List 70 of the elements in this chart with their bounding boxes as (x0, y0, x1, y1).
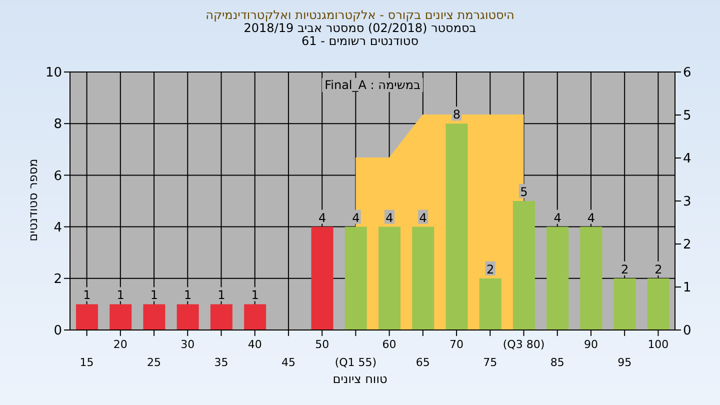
bar (614, 278, 636, 330)
bar (446, 124, 468, 330)
data-label: 2 (486, 262, 494, 276)
x-tick-label: 50 (315, 338, 330, 351)
data-label: 4 (554, 210, 562, 225)
y-axis-title: מספר סטודנטים (26, 158, 40, 242)
x-tick-label: 30 (180, 338, 195, 351)
x-tick-label: (Q3 80) (502, 338, 545, 351)
y2-tick-label: 1 (683, 280, 692, 296)
y-tick-label: 4 (54, 220, 62, 236)
chart-title: היסטוגרמת ציונים בקורס - אלקטרומגנטיות ואלקטרודינמיקה (204, 8, 516, 22)
y2-tick-label: 0 (683, 324, 692, 339)
x-tick-label: 35 (214, 356, 228, 369)
y2-tick-label: 2 (683, 238, 692, 253)
bar (110, 304, 132, 330)
y-tick-label: 8 (54, 117, 62, 132)
bar (378, 226, 400, 330)
data-label: 2 (620, 262, 629, 276)
x-tick-label: 85 (550, 356, 564, 369)
bar (143, 304, 166, 330)
x-tick-label: 60 (382, 338, 396, 351)
data-label: 1 (150, 288, 158, 302)
x-tick-label: 15 (80, 356, 94, 369)
x-tick-label: 40 (248, 338, 262, 351)
x-tick-label: 70 (450, 338, 464, 351)
data-label: 1 (116, 288, 124, 302)
data-label: 5 (520, 185, 528, 199)
bar (176, 304, 199, 330)
data-label: 1 (218, 288, 226, 302)
y2-tick-label: 6 (683, 66, 692, 81)
x-tick-label: (Q1 55) (334, 356, 377, 369)
bar (210, 304, 232, 330)
x-tick-label: 100 (648, 338, 669, 351)
bar (479, 278, 502, 330)
data-label: 1 (184, 288, 192, 302)
data-label: 1 (83, 288, 91, 302)
bar (76, 304, 98, 330)
x-tick-label: 75 (483, 356, 498, 369)
y2-tick-label: 5 (683, 108, 692, 124)
bar (647, 278, 670, 330)
x-axis-title: טווח ציונים (332, 372, 388, 386)
x-tick-label: 20 (113, 338, 128, 351)
bar (412, 226, 434, 330)
data-label: 2 (654, 262, 662, 276)
bar (546, 226, 569, 330)
x-tick-label: 95 (618, 356, 632, 369)
data-label: 4 (352, 210, 360, 225)
data-label: 4 (419, 210, 427, 225)
bar (344, 226, 367, 330)
y-tick-label: 2 (54, 272, 62, 288)
y-tick-label: 6 (54, 168, 62, 184)
y2-tick-label: 3 (683, 194, 692, 210)
y-tick-label: 10 (45, 66, 62, 81)
data-label: 4 (318, 210, 326, 225)
y2-tick-label: 4 (683, 152, 692, 167)
bar (512, 201, 535, 330)
x-tick-label: 65 (416, 356, 430, 369)
annotation: במשימה : Final_A (322, 78, 424, 92)
x-tick-label: 25 (147, 356, 162, 369)
bar (244, 304, 266, 330)
data-label: 4 (386, 210, 394, 225)
y-tick-label: 0 (54, 324, 62, 339)
chart-subtitle: בסמסטר (02/2018) סמסטר אביב 2018/19 סטודנטים רשומים - 61 (244, 21, 478, 48)
data-label: 4 (587, 210, 595, 225)
bar (580, 226, 602, 330)
data-label: 1 (251, 288, 259, 302)
bar (311, 226, 334, 330)
x-tick-label: 90 (584, 338, 598, 351)
data-label: 8 (452, 108, 461, 122)
x-tick-label: 45 (281, 356, 296, 369)
